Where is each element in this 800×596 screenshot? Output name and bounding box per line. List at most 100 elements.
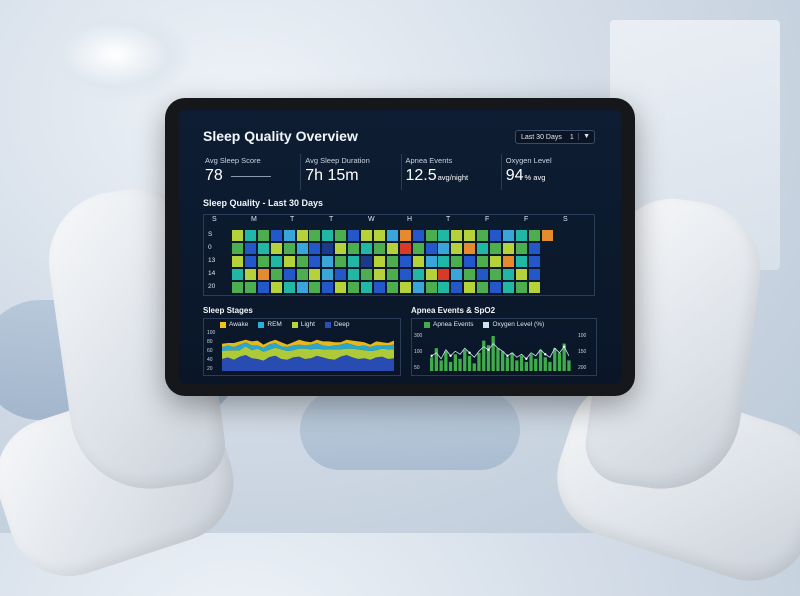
heatmap-cell: [464, 230, 476, 241]
stage-area-rem: [222, 342, 394, 352]
heatmap-cell: [322, 243, 334, 254]
heatmap-cell: [502, 230, 514, 241]
apnea-spo2-svg: 300 100 50 100 150 200: [414, 333, 587, 371]
heatmap-cell: [348, 282, 360, 293]
y-tick-label: 60: [207, 348, 213, 354]
spo2-point: [506, 354, 509, 357]
heatmap-cell: [528, 243, 540, 254]
apnea-bar: [562, 343, 566, 371]
stage-area-awake: [222, 339, 394, 348]
spo2-point: [563, 345, 566, 348]
heatmap-cell: [386, 243, 398, 254]
stat-value: 12.5avg/night: [405, 167, 469, 184]
heatmap-cell: [322, 230, 334, 241]
heatmap-cell: [425, 269, 437, 280]
heatmap-cell: [412, 282, 424, 293]
heatmap-cell: [270, 282, 282, 293]
heatmap-cell: [477, 243, 489, 254]
heatmap-cell: [257, 243, 269, 254]
heatmap-cell: [412, 230, 424, 241]
legend-label: Deep: [333, 321, 350, 328]
heatmap-cell: [257, 269, 269, 280]
heatmap-day-label: S: [563, 216, 568, 223]
legend-swatch: [424, 321, 430, 328]
heatmap-cell: [451, 243, 463, 254]
legend-item: Awake: [220, 321, 248, 328]
legend-item: Deep: [324, 321, 350, 328]
spo2-point: [544, 353, 547, 356]
heatmap-cell: [283, 243, 295, 254]
legend-item: Oxygen Level (%): [483, 321, 544, 328]
date-range-select[interactable]: Last 30 Days 1 ▼: [515, 130, 595, 144]
spo2-point: [525, 357, 528, 360]
background-chair-seat: [300, 390, 520, 470]
heatmap-cell: [373, 256, 385, 267]
heatmap-cell: [348, 269, 360, 280]
apnea-bar: [510, 352, 514, 371]
chevron-down-icon[interactable]: ▼: [578, 133, 590, 140]
heatmap-cell: [361, 269, 372, 280]
heatmap-cell: [399, 282, 411, 293]
heatmap-cell: [425, 243, 437, 254]
heatmap-cell: [515, 243, 527, 254]
heatmap-cell: [438, 269, 450, 280]
heatmap-cell: [270, 256, 282, 267]
stat-label: Avg Sleep Score: [205, 156, 261, 165]
heatmap-cell: [373, 243, 385, 254]
legend-swatch: [291, 321, 298, 328]
heatmap-cell: [477, 269, 489, 280]
y-tick-label: 100: [207, 330, 216, 336]
heatmap-cell: [244, 282, 256, 293]
stat-label: Avg Sleep Duration: [305, 156, 370, 165]
heatmap-cell: [270, 269, 282, 280]
apnea-bar: [567, 360, 571, 371]
heatmap-cell: [296, 256, 308, 267]
heatmap-cell: [490, 243, 501, 254]
heatmap-cell: [464, 256, 476, 267]
legend-item: REM: [258, 321, 282, 328]
heatmap-cell: [361, 243, 372, 254]
right-tick-label: 200: [578, 365, 587, 371]
apnea-bar: [472, 363, 476, 371]
heatmap-cell: [283, 269, 295, 280]
heatmap-cell: [373, 230, 385, 241]
apnea-bar: [524, 361, 528, 371]
apnea-bar: [538, 349, 543, 371]
date-range-label: Last 30 Days: [521, 133, 562, 141]
apnea-bar: [553, 348, 557, 371]
heatmap-cell: [270, 230, 282, 241]
apnea-spo2-chart: Apnea Events Oxygen Level (%) 300 100 50 100…: [411, 318, 597, 376]
heatmap-cell: [399, 256, 411, 267]
heatmap-cell: [399, 230, 411, 241]
apnea-bar: [519, 355, 524, 371]
y-tick-label: 40: [207, 357, 213, 363]
legend-label: Oxygen Level (%): [492, 321, 545, 328]
left-tick-label: 100: [414, 349, 423, 355]
stage-area-deep: [222, 355, 394, 371]
spo2-point: [487, 348, 490, 351]
legend-item: Light: [291, 321, 315, 328]
heatmap-cell: [296, 230, 308, 241]
stat-oxygen-level: Oxygen Level 94% avg: [502, 154, 601, 190]
heatmap-cell: [309, 269, 321, 280]
heatmap-cell: [438, 230, 450, 241]
apnea-bar: [515, 360, 519, 371]
heatmap-row-label: 13: [208, 257, 216, 264]
heatmap-cell: [244, 230, 256, 241]
heatmap-cell: [464, 243, 476, 254]
heatmap-day-label: T: [446, 216, 451, 223]
apnea-bar: [505, 357, 509, 371]
apnea-bar: [430, 357, 434, 371]
heatmap-cell: [477, 256, 489, 267]
legend-item: Apnea Events: [424, 321, 473, 328]
heatmap-cell: [348, 256, 360, 267]
stages-title: Sleep Stages: [203, 306, 253, 315]
heatmap-row-label: S: [208, 231, 213, 238]
sleep-quality-heatmap: S M T T W H T F F S S 0 13 14 20: [203, 214, 595, 296]
stage-area-light: [222, 346, 394, 361]
heatmap-row-label: 0: [208, 244, 212, 251]
heatmap-cell: [244, 269, 256, 280]
stat-label: Apnea Events: [405, 156, 453, 165]
heatmap-cell: [541, 230, 553, 241]
heatmap-cell: [399, 243, 411, 254]
